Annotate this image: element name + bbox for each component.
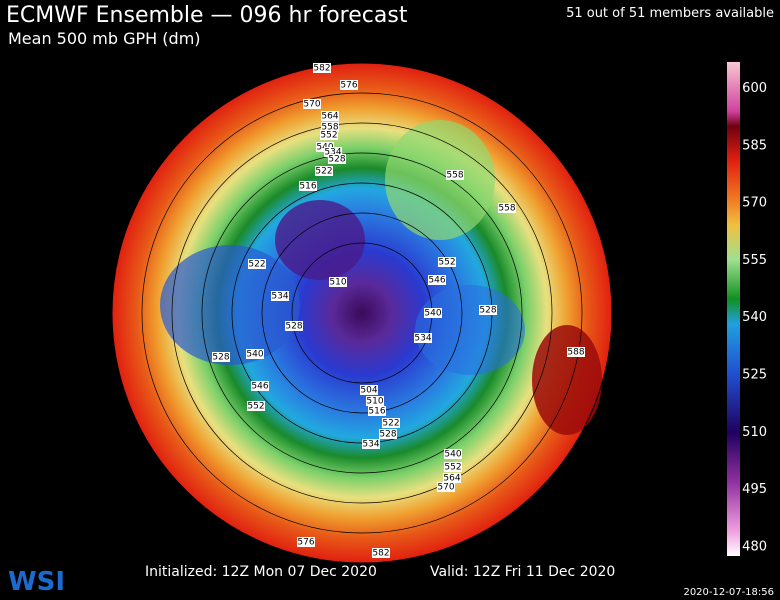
contour-label-bg	[248, 259, 266, 269]
colorbar-label: 600	[742, 81, 767, 96]
contour-label: 534	[414, 334, 431, 344]
contour-label: 558	[446, 171, 463, 181]
contour-label-bg	[428, 275, 446, 285]
initialized: Initialized: 12Z Mon 07 Dec 2020	[145, 564, 377, 580]
contour-label-bg	[328, 154, 346, 164]
contour-label-bg	[303, 99, 321, 109]
contour-label-bg	[379, 429, 397, 439]
contour-label-bg	[446, 170, 464, 180]
contour-label: 528	[285, 322, 302, 332]
contour-label-bg	[498, 203, 516, 213]
contour-label: 528	[379, 430, 396, 440]
contour-label-bg	[315, 166, 333, 176]
contour-label-bg	[438, 257, 456, 267]
contour-label-bg	[437, 482, 455, 492]
contour-label: 528	[212, 353, 229, 363]
contour-label-bg	[360, 385, 378, 395]
contour-label: 522	[248, 260, 265, 270]
contour-label: 516	[368, 407, 385, 417]
contour-label: 570	[437, 483, 454, 493]
contour-label-bg	[372, 548, 390, 558]
contour-label-bg	[324, 147, 342, 157]
contour-label: 534	[362, 440, 379, 450]
subtitle: Mean 500 mb GPH (dm)	[8, 29, 201, 48]
logo: WSI	[8, 567, 65, 597]
colorbar-label: 480	[742, 539, 767, 554]
contour-label: 588	[567, 348, 584, 358]
contour-label: 516	[299, 182, 316, 192]
colorbar-label: 540	[742, 310, 767, 325]
contour-label-bg	[297, 537, 315, 547]
contour-label: 534	[271, 292, 288, 302]
contour-label-bg	[444, 449, 462, 459]
contour-label: 528	[328, 155, 345, 165]
contour-label: 522	[315, 167, 332, 177]
contour-label: 546	[428, 276, 445, 286]
contour-label-bg	[247, 401, 265, 411]
contour-label: 558	[321, 123, 338, 133]
timestamp: 2020-12-07-18:56	[683, 587, 774, 598]
contour-label: 540	[424, 309, 441, 319]
contour-label-bg	[444, 462, 462, 472]
members: 51 out of 51 members available	[566, 6, 774, 21]
contour-label-bg	[313, 63, 331, 73]
colorbar-label: 555	[742, 253, 767, 268]
contour-label: 552	[247, 402, 264, 412]
contour-label: 546	[251, 382, 268, 392]
colorbar-label: 510	[742, 425, 767, 440]
contour-label: 552	[444, 463, 461, 473]
colorbar-label: 585	[742, 138, 767, 153]
contour-label-bg	[321, 122, 339, 132]
contour-label-bg	[246, 349, 264, 359]
contour-label-bg	[321, 111, 339, 121]
contour-label-bg	[567, 347, 585, 357]
contour-label-bg	[424, 308, 442, 318]
contour-label: 552	[320, 131, 337, 141]
globe	[111, 62, 613, 564]
title: ECMWF Ensemble — 096 hr forecast	[6, 3, 408, 28]
contour-label: 582	[313, 64, 330, 74]
contour-label: 510	[366, 397, 383, 407]
contour-label: 576	[340, 81, 357, 91]
contour-label-bg	[362, 439, 380, 449]
contour-label-bg	[443, 473, 461, 483]
contour-label: 510	[329, 278, 346, 288]
colorbar	[727, 62, 740, 556]
contour-label: 504	[360, 386, 377, 396]
contour-label: 540	[246, 350, 263, 360]
contour-label-bg	[320, 130, 338, 140]
contour-label-bg	[366, 396, 384, 406]
contour-label: 564	[321, 112, 338, 122]
contour-label: 522	[382, 419, 399, 429]
contour-label: 528	[479, 306, 496, 316]
contour-label: 582	[372, 549, 389, 559]
contour-label: 534	[324, 148, 341, 158]
colorbar-label: 570	[742, 196, 767, 211]
contour-label-bg	[479, 305, 497, 315]
contour-label: 558	[498, 204, 515, 214]
contour-label-bg	[285, 321, 303, 331]
contour-label-bg	[299, 181, 317, 191]
contour-label-bg	[271, 291, 289, 301]
contour-label-bg	[414, 333, 432, 343]
contour-label: 576	[297, 538, 314, 548]
contour-label: 552	[438, 258, 455, 268]
contour-label-bg	[382, 418, 400, 428]
contour-label: 540	[444, 450, 461, 460]
contour-label-bg	[251, 381, 269, 391]
valid: Valid: 12Z Fri 11 Dec 2020	[430, 564, 615, 580]
contour-label-bg	[368, 406, 386, 416]
contour-label-bg	[329, 277, 347, 287]
contour-label: 570	[303, 100, 320, 110]
colorbar-label: 525	[742, 368, 767, 383]
colorbar-label: 495	[742, 482, 767, 497]
contour-label-bg	[212, 352, 230, 362]
contour-label: 564	[443, 474, 460, 484]
contour-label-bg	[340, 80, 358, 90]
